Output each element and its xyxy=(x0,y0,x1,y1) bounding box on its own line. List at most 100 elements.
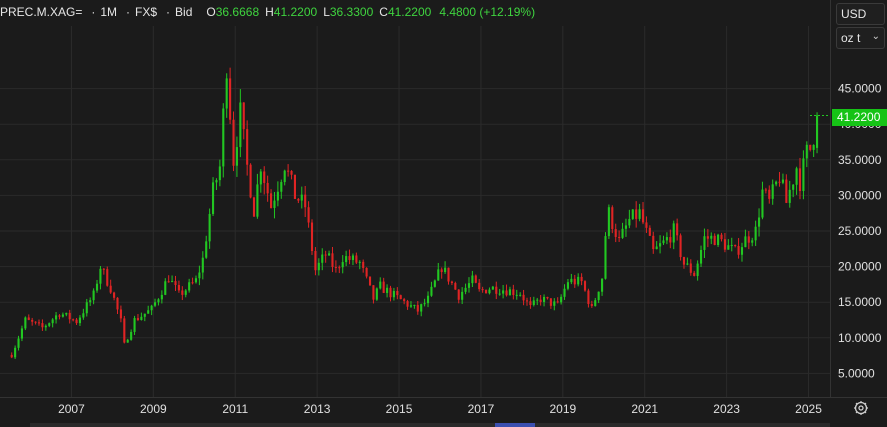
candle xyxy=(304,185,307,217)
candle xyxy=(106,266,109,287)
candle xyxy=(171,275,174,283)
y-tick-label: 35.0000 xyxy=(838,153,882,167)
candle xyxy=(781,173,784,185)
high-value: 41.2200 xyxy=(273,5,318,19)
candle xyxy=(478,279,481,292)
candle xyxy=(181,286,184,301)
candle xyxy=(727,239,730,250)
y-tick-label: 10.0000 xyxy=(838,331,882,345)
separator: · xyxy=(166,5,171,19)
candle xyxy=(310,219,314,255)
currency-value: USD xyxy=(841,7,867,21)
candle xyxy=(457,289,460,304)
x-tick-label: 2007 xyxy=(58,402,85,416)
unit-select[interactable]: oz t ⌄ xyxy=(836,27,885,49)
high-label: H xyxy=(265,5,274,19)
candle xyxy=(177,280,180,293)
close-label: C xyxy=(379,5,388,19)
symbol-label: PREC.M.XAG= xyxy=(0,5,83,19)
candle xyxy=(611,205,614,234)
currency-select[interactable]: USD xyxy=(836,3,885,25)
candle xyxy=(34,321,37,325)
candle xyxy=(416,301,419,315)
open-value: 36.6668 xyxy=(215,5,260,19)
candle xyxy=(717,233,720,248)
time-scrollbar[interactable] xyxy=(30,423,830,427)
candle xyxy=(201,251,204,280)
change-value: 4.4800 (+12.19%) xyxy=(439,5,536,19)
candle xyxy=(72,318,75,322)
candle xyxy=(652,231,655,254)
candle xyxy=(20,325,24,342)
candle xyxy=(563,284,566,300)
candle xyxy=(273,191,276,219)
candle xyxy=(522,289,525,306)
candle xyxy=(495,281,498,300)
candle xyxy=(689,259,692,276)
candle xyxy=(382,277,385,294)
candle xyxy=(85,298,88,317)
candle xyxy=(338,265,341,274)
candle xyxy=(764,187,767,194)
candle xyxy=(392,287,395,301)
candle xyxy=(287,164,290,177)
candle xyxy=(423,298,426,307)
separator: · xyxy=(126,5,131,19)
candle xyxy=(82,308,85,320)
candle xyxy=(379,277,382,290)
x-tick-label: 2011 xyxy=(222,402,248,416)
x-tick-label: 2021 xyxy=(631,402,658,416)
candle xyxy=(768,185,771,204)
source-label: FX$ xyxy=(135,5,158,19)
candle xyxy=(143,313,146,322)
candle xyxy=(512,284,515,300)
candle xyxy=(785,174,788,204)
candle xyxy=(167,275,170,283)
y-tick-label: 30.0000 xyxy=(838,188,882,202)
candle xyxy=(730,237,733,252)
candle xyxy=(641,202,645,225)
candle xyxy=(669,229,672,249)
candle xyxy=(795,166,798,195)
candle xyxy=(802,150,805,200)
candle xyxy=(153,298,157,308)
low-label: L xyxy=(323,5,330,19)
candle xyxy=(693,270,696,277)
candle xyxy=(334,260,337,273)
candle xyxy=(184,289,187,298)
candle xyxy=(198,265,201,286)
candle xyxy=(788,180,791,208)
candle xyxy=(440,267,443,279)
y-tick-label: 15.0000 xyxy=(838,295,882,309)
candle xyxy=(577,273,580,287)
x-tick-label: 2019 xyxy=(549,402,576,416)
candle xyxy=(556,297,559,304)
candle xyxy=(580,273,583,286)
candle xyxy=(754,220,757,246)
candle xyxy=(41,319,44,331)
candle xyxy=(614,223,617,243)
candle xyxy=(256,173,259,219)
candle xyxy=(150,304,153,316)
chevron-down-icon: ⌄ xyxy=(871,31,880,42)
candle xyxy=(386,284,389,298)
candle xyxy=(269,189,273,209)
chart-header: PREC.M.XAG= · 1M · FX$ · Bid O 36.6668 H… xyxy=(0,4,535,20)
candle xyxy=(676,218,679,241)
candle xyxy=(542,294,546,307)
gear-icon[interactable] xyxy=(851,400,871,420)
candle xyxy=(157,298,160,306)
candle xyxy=(437,262,440,281)
candle xyxy=(215,178,218,191)
candle xyxy=(232,111,235,172)
candle xyxy=(450,280,453,286)
candle xyxy=(345,250,348,267)
candle xyxy=(321,248,324,271)
candle xyxy=(515,289,518,300)
scrollbar-thumb[interactable] xyxy=(495,423,535,427)
candle xyxy=(566,278,570,291)
candle xyxy=(191,277,194,285)
candle xyxy=(399,294,402,300)
